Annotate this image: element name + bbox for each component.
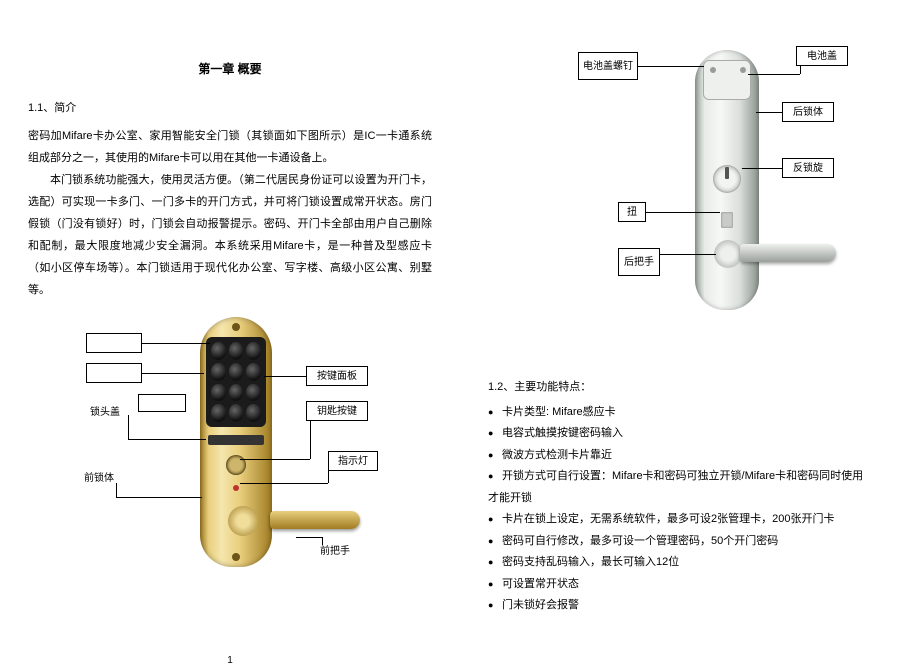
label-blank-tl2 bbox=[86, 363, 142, 383]
leader-line bbox=[742, 168, 782, 169]
feature-item: 电容式触摸按键密码输入 bbox=[502, 423, 892, 444]
screw-icon bbox=[232, 323, 240, 331]
label-front-handle: 前把手 bbox=[308, 541, 362, 561]
twist-icon bbox=[721, 212, 733, 228]
label-rear-body: 后锁体 bbox=[782, 102, 834, 122]
screw-icon bbox=[710, 67, 716, 73]
back-lock-body bbox=[695, 50, 759, 310]
leader-line bbox=[660, 254, 716, 255]
screw-icon bbox=[740, 67, 746, 73]
feature-item: 密码可自行修改，最多可设一个管理密码，50个开门密码 bbox=[502, 531, 892, 552]
battery-cover-icon bbox=[703, 60, 751, 100]
leader-line bbox=[800, 66, 801, 74]
label-battery-screw: 电池盖螺钉 bbox=[578, 52, 638, 80]
features-block: 1.2、主要功能特点： 卡片类型: Mifare感应卡 电容式触摸按键密码输入 … bbox=[488, 378, 892, 616]
label-indicator: 指示灯 bbox=[328, 451, 378, 471]
brand-plate-icon bbox=[208, 435, 264, 445]
leader-line bbox=[142, 343, 210, 344]
feature-item: 微波方式检测卡片靠近 bbox=[502, 445, 892, 466]
leader-line bbox=[638, 66, 704, 67]
leader-line bbox=[128, 439, 206, 440]
leader-line bbox=[748, 74, 800, 75]
intro-para-1: 密码加Mifare卡办公室、家用智能安全门锁（其锁面如下图所示）是IC一卡通系统… bbox=[28, 125, 432, 169]
front-handle-icon bbox=[270, 511, 360, 529]
feature-item: 门未锁好会报警 bbox=[502, 595, 892, 616]
label-blank-left bbox=[138, 394, 186, 412]
leader-line bbox=[116, 497, 202, 498]
keyhole-icon bbox=[226, 455, 246, 475]
leader-line bbox=[142, 373, 204, 374]
keypad-icon bbox=[206, 337, 266, 427]
leader-line bbox=[756, 112, 782, 113]
leader-line bbox=[310, 421, 311, 459]
screw-icon bbox=[232, 553, 240, 561]
features-list-cont: 卡片在锁上设定，无需系统软件，最多可设2张管理卡，200张开门卡 密码可自行修改… bbox=[488, 509, 892, 616]
page: 第一章 概要 1.1、简介 密码加Mifare卡办公室、家用智能安全门锁（其锁面… bbox=[0, 0, 920, 672]
label-blank-tl1 bbox=[86, 333, 142, 353]
feature-wrap-line: 才能开锁 bbox=[488, 488, 892, 509]
chapter-title: 第一章 概要 bbox=[28, 60, 432, 77]
label-battery-cover: 电池盖 bbox=[796, 46, 848, 66]
feature-item: 开锁方式可自行设置：Mifare卡和密码可独立开锁/Mifare卡和密码同时使用 bbox=[502, 466, 892, 487]
label-keypad-panel: 按键面板 bbox=[306, 366, 368, 386]
page-number: 1 bbox=[227, 655, 233, 666]
feature-item: 卡片类型: Mifare感应卡 bbox=[502, 402, 892, 423]
section-1-2-heading: 1.2、主要功能特点： bbox=[488, 378, 892, 394]
leader-line bbox=[116, 483, 117, 497]
leader-line bbox=[328, 471, 329, 483]
section-1-1-heading: 1.1、简介 bbox=[28, 99, 432, 115]
feature-item: 卡片在锁上设定，无需系统软件，最多可设2张管理卡，200张开门卡 bbox=[502, 509, 892, 530]
front-handle-base-icon bbox=[228, 506, 258, 536]
feature-item: 可设置常开状态 bbox=[502, 574, 892, 595]
leader-line bbox=[322, 537, 323, 545]
back-handle-base-icon bbox=[714, 240, 742, 268]
label-deadbolt-knob: 反锁旋 bbox=[782, 158, 834, 178]
label-lock-head-cover: 锁头盖 bbox=[80, 403, 130, 421]
back-handle-icon bbox=[740, 244, 836, 262]
back-lock-diagram: 电池盖螺钉 电池盖 后锁体 反锁旋 扭 后把手 bbox=[500, 30, 880, 360]
right-column: 电池盖螺钉 电池盖 后锁体 反锁旋 扭 后把手 1.2、主要功能特点： 卡片类型… bbox=[460, 0, 920, 672]
leader-line bbox=[240, 459, 310, 460]
led-icon bbox=[233, 485, 239, 491]
leader-line bbox=[240, 483, 328, 484]
feature-item: 密码支持乱码输入，最长可输入12位 bbox=[502, 552, 892, 573]
label-twist: 扭 bbox=[618, 202, 646, 222]
front-lock-diagram: 按键面板 钥匙按键 指示灯 前把手 锁头盖 前锁体 bbox=[40, 311, 420, 601]
left-column: 第一章 概要 1.1、简介 密码加Mifare卡办公室、家用智能安全门锁（其锁面… bbox=[0, 0, 460, 672]
leader-line bbox=[128, 415, 129, 439]
features-list: 卡片类型: Mifare感应卡 电容式触摸按键密码输入 微波方式检测卡片靠近 开… bbox=[488, 402, 892, 488]
label-rear-handle: 后把手 bbox=[618, 248, 660, 276]
leader-line bbox=[264, 376, 306, 377]
intro-block: 密码加Mifare卡办公室、家用智能安全门锁（其锁面如下图所示）是IC一卡通系统… bbox=[28, 125, 432, 301]
leader-line bbox=[646, 212, 720, 213]
knob-mark-icon bbox=[725, 167, 729, 179]
leader-line bbox=[296, 537, 322, 538]
label-keyhole-button: 钥匙按键 bbox=[306, 401, 368, 421]
intro-para-2: 本门锁系统功能强大，使用灵活方便。（第二代居民身份证可以设置为开门卡，选配）可实… bbox=[28, 169, 432, 301]
